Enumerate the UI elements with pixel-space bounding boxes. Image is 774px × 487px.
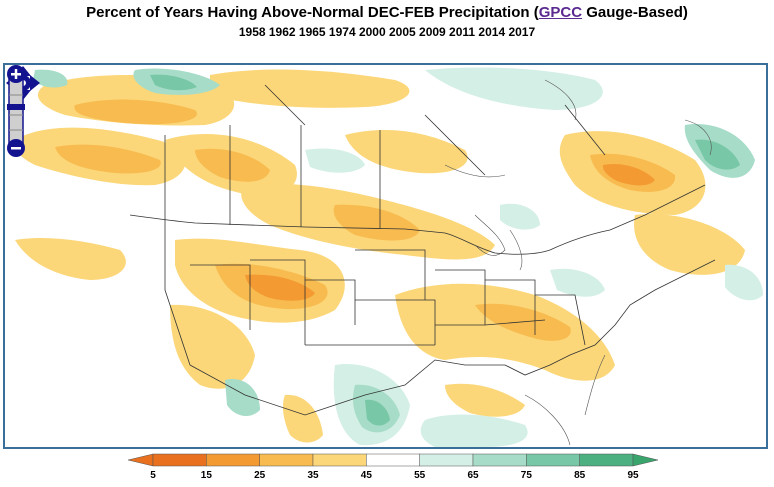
precipitation-map[interactable] xyxy=(5,65,766,447)
legend-swatch xyxy=(366,453,420,467)
legend-tick-label: 75 xyxy=(520,470,532,481)
legend-tick-label: 45 xyxy=(360,470,372,481)
legend-arrow-low xyxy=(127,453,154,467)
map-title: Percent of Years Having Above-Normal DEC… xyxy=(0,4,774,21)
legend-swatch xyxy=(579,453,634,467)
above-normal-areas xyxy=(33,67,763,447)
legend-swatch xyxy=(472,453,527,467)
legend-swatch xyxy=(259,453,314,467)
political-boundaries xyxy=(129,84,716,416)
map-viewport[interactable] xyxy=(3,63,768,449)
below-normal-areas xyxy=(15,69,745,443)
legend-swatch xyxy=(312,453,367,467)
legend-arrow-high xyxy=(632,453,659,467)
color-legend xyxy=(127,453,659,467)
legend-tick-label: 35 xyxy=(307,470,319,481)
legend-swatch xyxy=(206,453,260,467)
legend-labels: 5 15 25 35 45 55 65 75 85 95 xyxy=(0,470,774,484)
legend-tick-label: 65 xyxy=(467,470,479,481)
legend-swatch xyxy=(526,453,580,467)
title-prefix: Percent of Years Having Above-Normal DEC… xyxy=(86,4,539,21)
gpcc-link[interactable]: GPCC xyxy=(538,4,583,21)
zoom-in-icon[interactable] xyxy=(7,65,25,83)
legend-tick-label: 5 xyxy=(150,470,156,481)
legend-swatch xyxy=(152,453,207,467)
coastlines xyxy=(444,79,712,446)
legend-tick-label: 25 xyxy=(254,470,266,481)
legend-tick-label: 15 xyxy=(200,470,212,481)
years-subtitle: 1958 1962 1965 1974 2000 2005 2009 2011 … xyxy=(238,25,536,39)
title-suffix: Gauge-Based) xyxy=(582,4,688,21)
zoom-slider[interactable] xyxy=(5,65,27,157)
zoom-out-icon[interactable] xyxy=(7,139,25,157)
legend-swatch xyxy=(419,453,474,467)
legend-tick-label: 85 xyxy=(574,470,586,481)
legend-tick-label: 55 xyxy=(414,470,426,481)
legend-tick-label: 95 xyxy=(627,470,639,481)
